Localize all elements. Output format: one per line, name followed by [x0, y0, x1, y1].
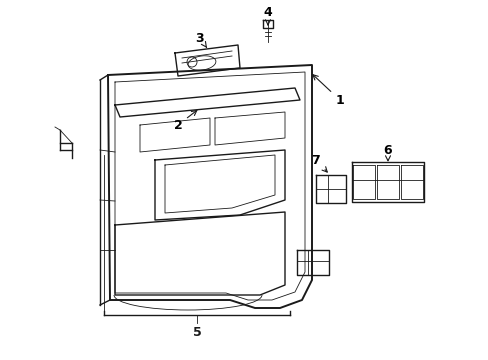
Text: 7: 7: [311, 153, 326, 172]
Text: 4: 4: [263, 5, 272, 25]
Text: 3: 3: [195, 32, 206, 48]
Text: 5: 5: [192, 327, 201, 339]
Text: 2: 2: [173, 111, 196, 131]
Text: 1: 1: [312, 75, 344, 107]
Text: 6: 6: [383, 144, 391, 161]
